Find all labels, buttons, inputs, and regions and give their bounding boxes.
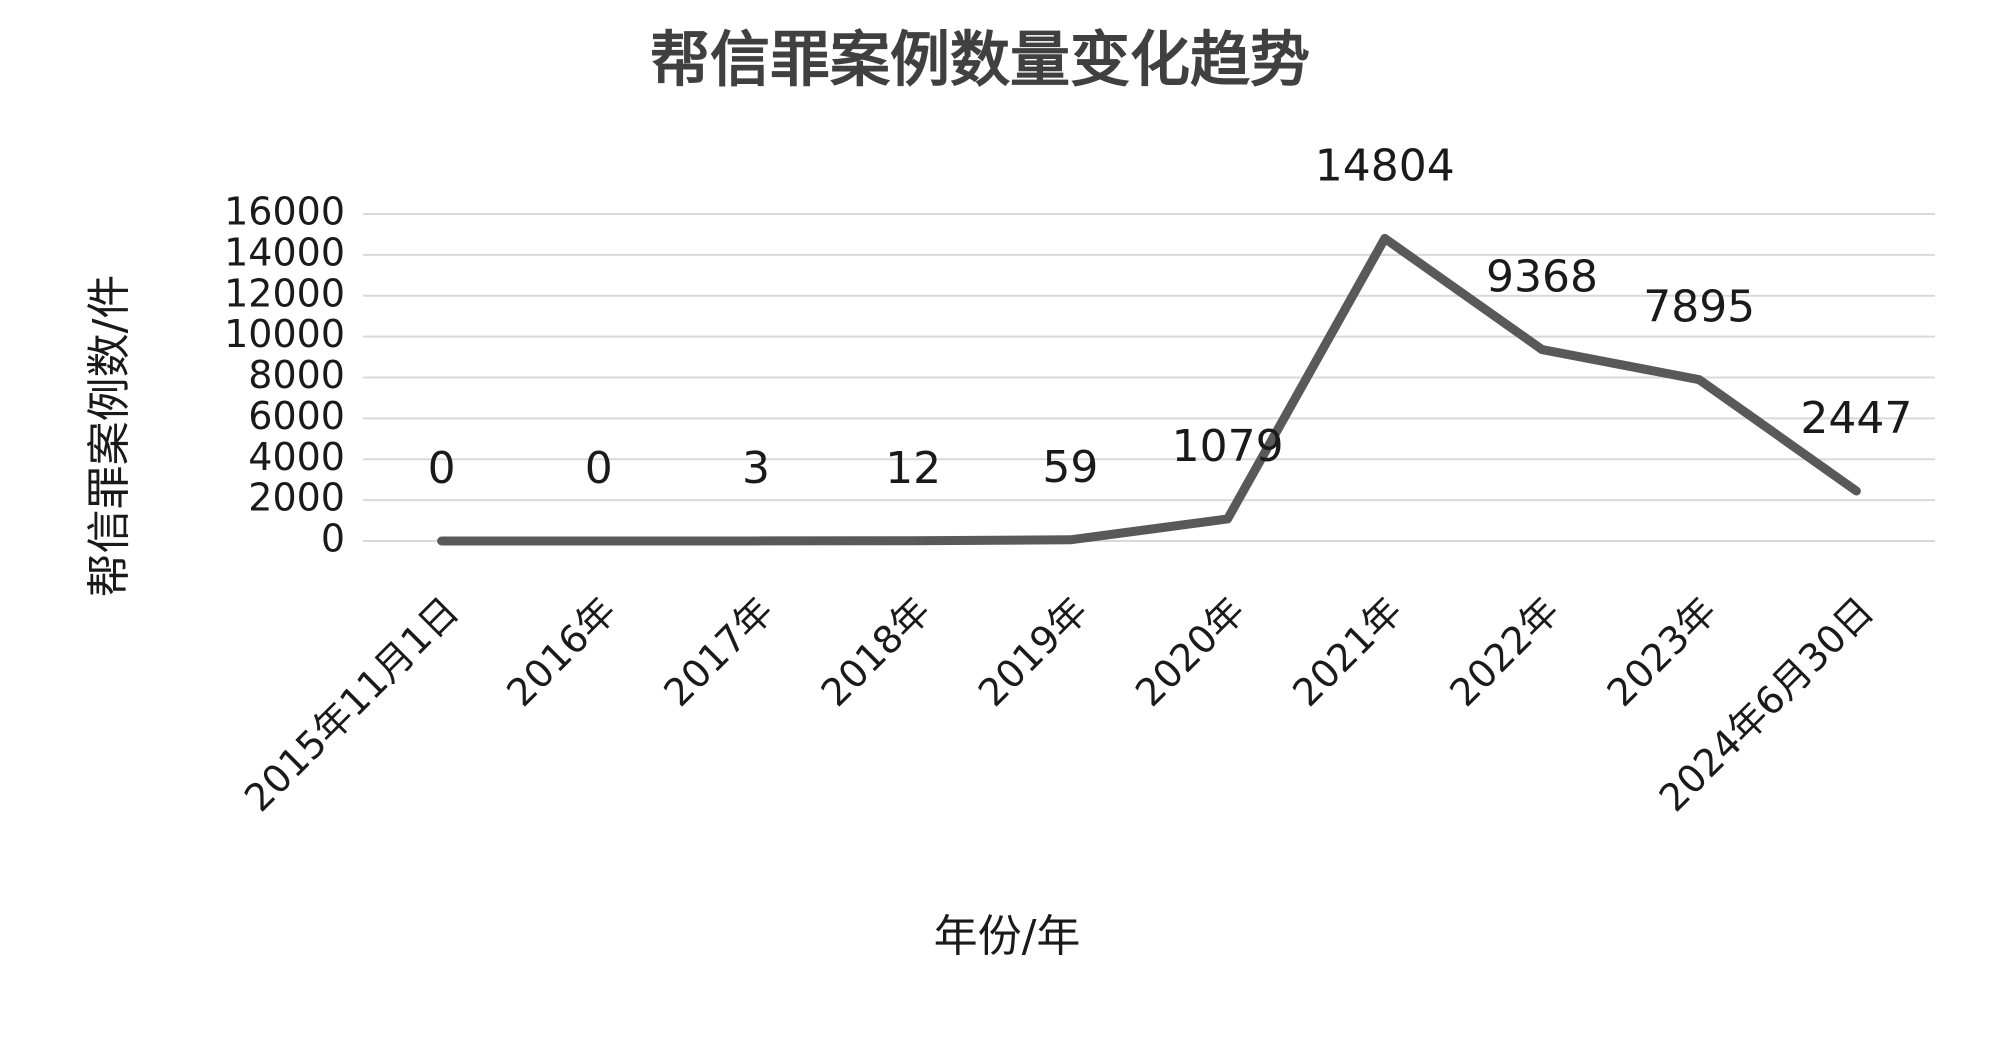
chart-title: 帮信罪案例数量变化趋势 (650, 26, 1310, 96)
x-tick-label: 2019年 (970, 589, 1096, 715)
x-tick-label: 2015年11月1日 (236, 589, 467, 820)
x-tick-label: 2018年 (813, 589, 939, 715)
y-tick-label: 16000 (224, 190, 345, 234)
y-tick-label: 8000 (248, 353, 345, 397)
data-label: 12 (885, 443, 941, 494)
data-label: 3 (742, 443, 770, 494)
y-tick-label: 6000 (248, 394, 345, 438)
y-tick-label: 14000 (224, 230, 345, 274)
x-tick-label: 2016年 (498, 589, 624, 715)
y-tick-label: 0 (321, 517, 345, 561)
x-tick-label: 2023年 (1599, 589, 1725, 715)
y-tick-label: 2000 (248, 476, 345, 520)
x-tick-label: 2017年 (655, 589, 781, 715)
y-tick-label: 4000 (248, 435, 345, 479)
x-axis-label: 年份/年 (934, 911, 1081, 962)
line (437, 233, 1861, 546)
data-label: 0 (428, 443, 456, 494)
data-label: 1079 (1172, 421, 1284, 472)
data-label: 14804 (1315, 140, 1455, 191)
data-label: 9368 (1486, 252, 1598, 303)
data-label: 0 (585, 443, 613, 494)
y-tick-label: 12000 (224, 271, 345, 315)
x-tick-label: 2022年 (1441, 589, 1567, 715)
x-tick-label: 2021年 (1284, 589, 1410, 715)
data-label: 7895 (1643, 282, 1755, 333)
y-axis-label: 帮信罪案例数/件 (84, 275, 135, 598)
y-tick-label: 10000 (224, 312, 345, 356)
data-label: 59 (1042, 442, 1098, 493)
data-label: 2447 (1800, 393, 1912, 444)
x-tick-label: 2020年 (1127, 589, 1253, 715)
